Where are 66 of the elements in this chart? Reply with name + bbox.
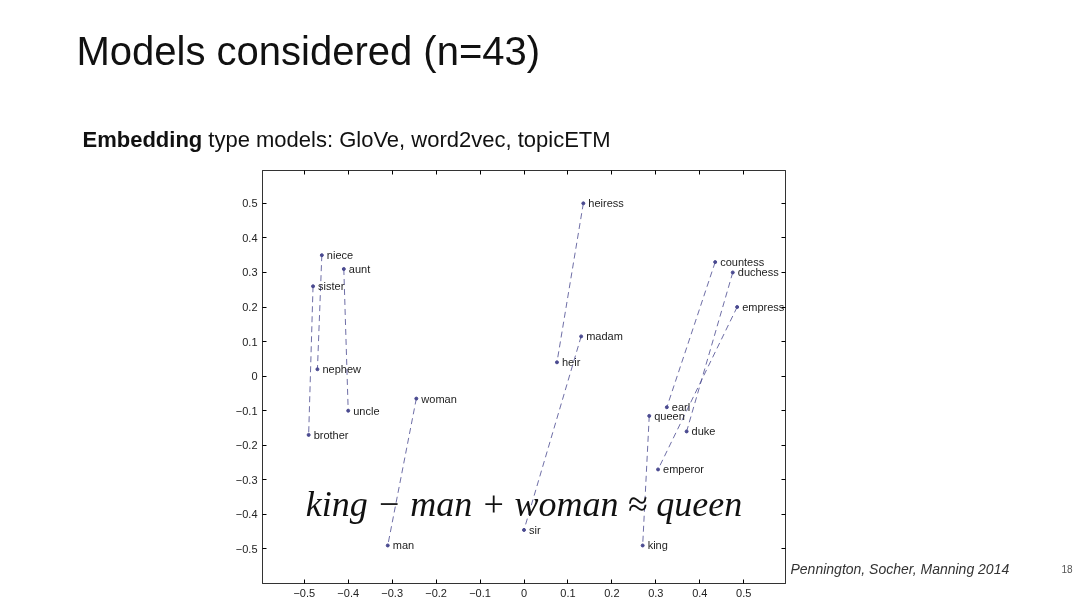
point bbox=[522, 527, 526, 532]
x-tick-label: 0.5 bbox=[736, 586, 752, 599]
data-label: nephew bbox=[322, 363, 362, 376]
x-tick-label: −0.5 bbox=[293, 586, 316, 599]
x-tick-label: 0.3 bbox=[648, 586, 664, 599]
x-tick-label: 0 bbox=[520, 586, 528, 599]
point bbox=[647, 413, 652, 418]
y-tick-label: 0.3 bbox=[242, 266, 258, 279]
y-tick-label: −0.1 bbox=[235, 404, 258, 417]
y-tick-label: 0.4 bbox=[242, 231, 258, 244]
data-label: niece bbox=[326, 249, 354, 262]
data-label: sir bbox=[529, 523, 541, 536]
data-label: duke bbox=[691, 425, 716, 438]
data-label: countess bbox=[720, 256, 765, 269]
point bbox=[579, 334, 584, 339]
point bbox=[684, 429, 689, 434]
y-tick-label: −0.5 bbox=[235, 542, 258, 555]
chart-title: Models considered (n=43) bbox=[76, 28, 541, 73]
y-tick-label: −0.3 bbox=[235, 473, 258, 486]
data-label: woman bbox=[420, 392, 457, 405]
data-label: uncle bbox=[353, 404, 380, 417]
point bbox=[306, 432, 311, 437]
y-tick-label: 0 bbox=[251, 370, 258, 383]
x-tick-label: 0.4 bbox=[692, 586, 708, 599]
point bbox=[664, 405, 669, 410]
data-label: heiress bbox=[588, 197, 625, 210]
point bbox=[346, 408, 351, 413]
point bbox=[311, 284, 316, 289]
data-label: empress bbox=[742, 301, 785, 314]
y-tick-label: −0.2 bbox=[235, 439, 258, 452]
data-label: heir bbox=[561, 356, 581, 369]
data-label: sister bbox=[318, 280, 345, 293]
point bbox=[640, 543, 645, 548]
annotation: king − man + woman ≈ queen bbox=[305, 484, 743, 525]
x-tick-label: 0.1 bbox=[560, 586, 576, 599]
data-label: earl bbox=[671, 401, 691, 414]
data-label: brother bbox=[313, 428, 349, 441]
text: Pennington, Socher, Manning 2014 bbox=[790, 560, 1010, 577]
point bbox=[414, 396, 419, 401]
text: 18 bbox=[1061, 563, 1073, 575]
point bbox=[315, 367, 320, 372]
point bbox=[730, 270, 735, 275]
y-tick-label: −0.4 bbox=[235, 508, 258, 521]
point bbox=[319, 253, 324, 258]
data-label: aunt bbox=[348, 263, 371, 275]
point bbox=[656, 467, 661, 472]
point bbox=[713, 260, 718, 265]
x-tick-label: −0.2 bbox=[425, 586, 447, 599]
data-label: madam bbox=[586, 330, 623, 343]
data-label: king bbox=[647, 539, 668, 552]
chart-subtitle: Embedding type models: GloVe, word2vec, topicETM bbox=[82, 126, 611, 152]
point bbox=[581, 201, 586, 206]
y-tick-label: 0.1 bbox=[242, 335, 258, 348]
point bbox=[735, 305, 740, 310]
x-tick-label: −0.4 bbox=[337, 586, 360, 599]
x-tick-label: 0.2 bbox=[604, 586, 620, 599]
data-label: man bbox=[392, 539, 415, 552]
data-label: emperor bbox=[663, 463, 705, 476]
y-tick-label: 0.2 bbox=[242, 301, 258, 314]
data-label: duchess bbox=[737, 266, 780, 279]
point bbox=[385, 543, 390, 548]
x-tick-label: −0.1 bbox=[469, 586, 491, 599]
y-tick-label: 0.5 bbox=[242, 197, 258, 210]
point bbox=[554, 360, 559, 365]
x-tick-label: −0.3 bbox=[381, 586, 404, 599]
point bbox=[341, 267, 346, 271]
